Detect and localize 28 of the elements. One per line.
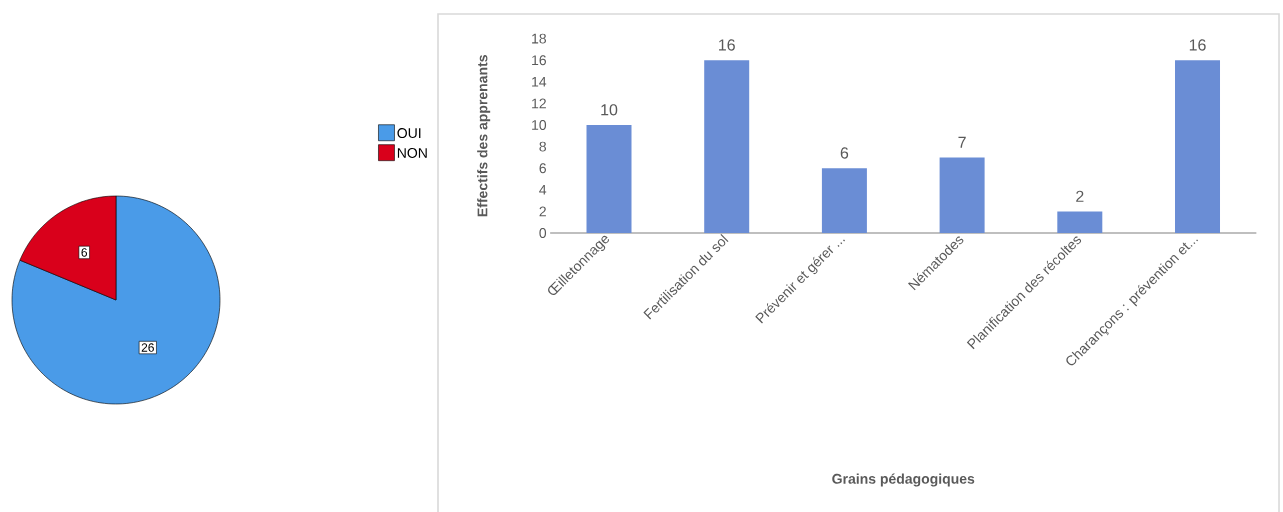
data-label: 16 <box>1189 39 1206 51</box>
data-label: 10 <box>601 104 618 116</box>
y-tick-label: 12 <box>532 98 546 109</box>
bar <box>821 168 867 233</box>
y-tick-label: 10 <box>532 120 547 130</box>
legend-label: OUI <box>397 128 421 139</box>
bar <box>1175 60 1221 233</box>
y-tick-label: 18 <box>532 33 547 44</box>
data-label: 16 <box>719 39 735 51</box>
y-tick-label: 2 <box>539 206 546 217</box>
x-axis-title: Grains pédagogiques <box>832 473 975 487</box>
bar <box>1057 211 1103 233</box>
y-tick-label: 0 <box>539 228 547 238</box>
bar <box>939 157 985 233</box>
y-tick-label: 8 <box>539 141 547 152</box>
y-tick-label: 6 <box>539 163 546 174</box>
y-tick-label: 16 <box>532 55 546 66</box>
data-label: 26 <box>141 343 154 352</box>
data-label: 6 <box>840 147 849 159</box>
y-tick-label: 14 <box>532 76 547 87</box>
data-label: 6 <box>81 248 88 257</box>
data-label: 7 <box>958 136 966 148</box>
legend-label: NON <box>397 148 427 158</box>
y-tick-label: 4 <box>539 184 547 195</box>
y-axis-title: Effectifs des apprenants <box>477 55 491 217</box>
bar <box>704 60 750 233</box>
data-label: 2 <box>1076 190 1084 202</box>
bar <box>586 125 632 233</box>
